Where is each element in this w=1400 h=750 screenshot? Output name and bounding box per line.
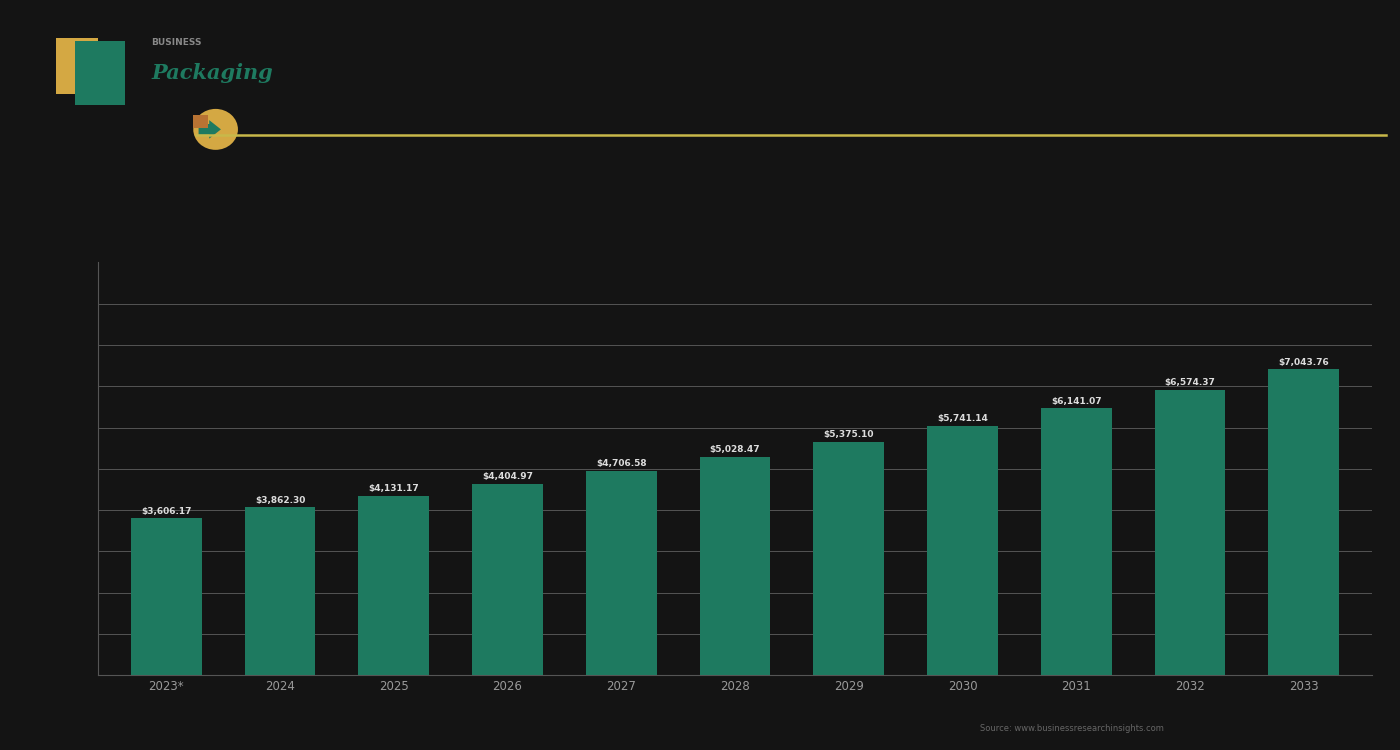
Text: Packaging: Packaging xyxy=(151,63,273,82)
Bar xyxy=(1155,389,1225,675)
Text: $4,131.17: $4,131.17 xyxy=(368,484,419,493)
Bar xyxy=(1042,408,1112,675)
Bar xyxy=(927,426,998,675)
Circle shape xyxy=(193,109,238,150)
Text: $6,141.07: $6,141.07 xyxy=(1051,397,1102,406)
Text: BUSINESS: BUSINESS xyxy=(151,38,202,47)
Text: $6,574.37: $6,574.37 xyxy=(1165,378,1215,387)
Text: $4,706.58: $4,706.58 xyxy=(596,459,647,468)
FancyArrow shape xyxy=(199,120,221,139)
Text: $5,028.47: $5,028.47 xyxy=(710,445,760,454)
Bar xyxy=(472,484,543,675)
Text: $7,043.76: $7,043.76 xyxy=(1278,358,1329,367)
FancyBboxPatch shape xyxy=(76,41,126,105)
Bar xyxy=(587,471,657,675)
Bar xyxy=(700,457,770,675)
FancyBboxPatch shape xyxy=(193,115,209,128)
Bar xyxy=(813,442,883,675)
Text: $3,862.30: $3,862.30 xyxy=(255,496,305,505)
Text: $3,606.17: $3,606.17 xyxy=(141,507,192,516)
Text: $5,375.10: $5,375.10 xyxy=(823,430,874,439)
Bar xyxy=(245,507,315,675)
Bar xyxy=(1268,369,1338,675)
Bar xyxy=(132,518,202,675)
Bar xyxy=(358,496,428,675)
Text: Source: www.businessresearchinsights.com: Source: www.businessresearchinsights.com xyxy=(980,724,1163,734)
FancyBboxPatch shape xyxy=(56,38,98,94)
Text: $5,741.14: $5,741.14 xyxy=(937,414,988,423)
Text: $4,404.97: $4,404.97 xyxy=(482,472,533,482)
